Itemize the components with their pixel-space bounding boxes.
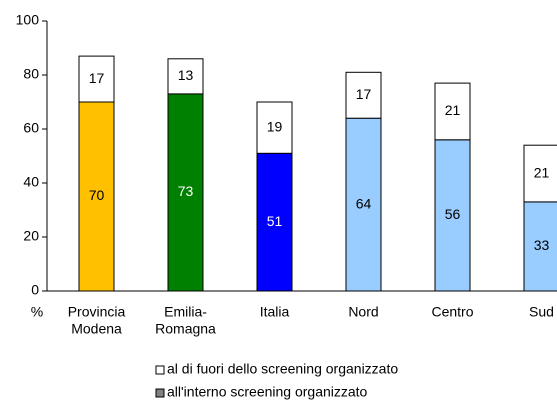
- legend-swatch: [155, 388, 165, 398]
- bar-segment: [523, 144, 557, 203]
- y-tick-label: 80: [23, 66, 39, 82]
- bar-segment: [523, 201, 557, 292]
- bar-segment: [434, 139, 471, 292]
- legend-label: all'interno screening organizzato: [167, 384, 368, 400]
- data-label: 70: [89, 187, 105, 203]
- data-label: 17: [356, 86, 372, 102]
- bar-segment: [256, 152, 293, 292]
- y-axis-label: %: [31, 304, 43, 320]
- y-tick-label: 100: [16, 12, 40, 28]
- y-tick-label: 0: [31, 282, 39, 298]
- data-label: 19: [267, 118, 283, 134]
- legend-swatch: [155, 365, 165, 375]
- x-tick-label: Italia: [260, 304, 290, 320]
- y-tick-label: 20: [23, 228, 39, 244]
- x-tick-label: Provincia: [68, 304, 126, 320]
- data-label: 73: [178, 183, 194, 199]
- x-tick-label: Sud: [529, 304, 554, 320]
- data-label: 17: [89, 70, 105, 86]
- data-label: 51: [267, 213, 283, 229]
- x-tick-label: Romagna: [155, 321, 216, 337]
- x-tick-label: Nord: [348, 304, 378, 320]
- bar-segment: [434, 82, 471, 141]
- data-label: 56: [445, 206, 461, 222]
- data-label: 33: [534, 237, 550, 253]
- data-label: 13: [178, 67, 194, 83]
- x-tick-label: Emilia-: [164, 304, 207, 320]
- bar-segment: [345, 71, 382, 119]
- data-label: 64: [356, 195, 372, 211]
- x-tick-label: Centro: [431, 304, 473, 320]
- y-tick-label: 40: [23, 174, 39, 190]
- bar-segment: [167, 58, 204, 95]
- bar-segment: [167, 93, 204, 292]
- data-label: 21: [534, 164, 550, 180]
- x-tick-label: Modena: [71, 321, 122, 337]
- bar-segment: [78, 101, 115, 292]
- legend-label: al di fuori dello screening organizzato: [167, 361, 398, 377]
- bar-segment: [78, 55, 115, 103]
- bar-segment: [256, 101, 293, 154]
- data-label: 21: [445, 102, 461, 118]
- y-tick-label: 60: [23, 120, 39, 136]
